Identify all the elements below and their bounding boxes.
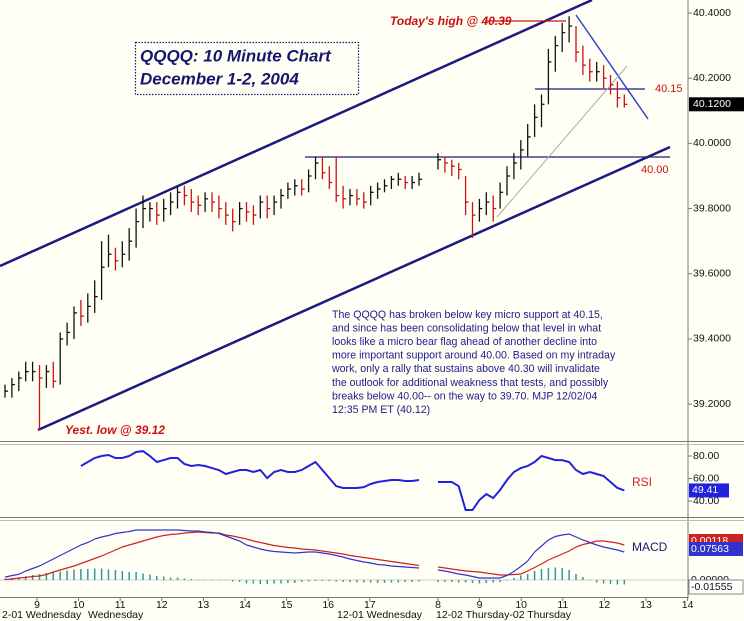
channel-lower [37, 145, 671, 432]
date-label: 12-01 Wednesday [337, 609, 423, 621]
rsi-last-box [689, 483, 729, 498]
commentary-line: looks like a micro bear flag ahead of an… [332, 336, 597, 348]
commentary-line: breaks below 40.00-- on the way to 39.70… [332, 390, 598, 402]
y-tick-label: 40.00 [693, 495, 719, 507]
macd-label-box [689, 542, 743, 556]
y-tick-label: 40.2000 [693, 72, 731, 84]
date-label: 2-01 Wednesday [2, 609, 82, 621]
x-tick-label: 15 [281, 599, 293, 611]
x-tick-label: 9 [34, 599, 40, 611]
x-tick-label: 10 [515, 599, 527, 611]
legend-label: RSI [632, 475, 652, 489]
macd-label: 0.07563 [691, 543, 729, 555]
annotation: Yest. low @ 39.12 [65, 423, 165, 437]
rsi-line [438, 454, 625, 511]
commentary-line: more important support around 40.00. Bas… [332, 350, 616, 362]
x-tick-label: 8 [435, 599, 441, 611]
title-box [134, 41, 360, 96]
x-tick-label: 13 [640, 599, 652, 611]
macd-label-box [688, 579, 744, 595]
legend-label: MACD [632, 540, 668, 554]
date-label: Wednesday [88, 609, 144, 621]
last-price-box [689, 97, 744, 112]
commentary: The QQQQ has broken below key micro supp… [331, 309, 616, 416]
x-tick-label: 17 [364, 599, 376, 611]
commentary-line: work, only a rally that sustains above 4… [331, 363, 600, 375]
rsi-last-label: 49.41 [692, 484, 718, 496]
x-tick-label: 14 [239, 599, 251, 611]
commentary-line: the outlook for additional weakness that… [332, 377, 609, 389]
y-tick-label: 40.4000 [693, 7, 731, 19]
macd-line [437, 533, 625, 579]
x-tick-label: 11 [115, 599, 126, 611]
x-tick-label: 10 [73, 599, 85, 611]
flag-trendline [496, 65, 628, 218]
macd-label: -0.01555 [691, 581, 733, 593]
x-tick-label: 9 [477, 599, 483, 611]
y-tick-label: 39.6000 [693, 268, 731, 280]
channel-upper [0, 0, 593, 268]
chart-title: QQQQ: 10 Minute Chart [140, 46, 332, 65]
flag-trendline [575, 14, 649, 120]
signal-line [437, 540, 625, 576]
rsi-line [80, 450, 420, 489]
macd-line [4, 529, 420, 578]
annotation: 40.15 [655, 83, 683, 95]
commentary-line: 12:35 PM ET (40.12) [332, 404, 430, 416]
x-tick-label: 13 [198, 599, 210, 611]
chart-subtitle: December 1-2, 2004 [140, 69, 299, 88]
x-tick-label: 14 [682, 599, 694, 611]
x-tick-label: 12 [156, 599, 168, 611]
x-tick-label: 16 [322, 599, 334, 611]
last-price-label: 40.1200 [693, 98, 731, 110]
y-tick-label: 60.00 [693, 472, 719, 484]
commentary-line: The QQQQ has broken below key micro supp… [332, 309, 603, 321]
x-tick-label: 11 [557, 599, 568, 611]
y-tick-label: 39.4000 [693, 333, 731, 345]
y-tick-label: 40.0000 [693, 137, 731, 149]
date-label: 12-02 Thursday-02 Thursday [436, 609, 572, 621]
y-tick-label: 80.00 [693, 450, 719, 462]
annotation: Today's high @ 40.39 [390, 14, 512, 28]
y-tick-label: 39.8000 [693, 202, 731, 214]
x-tick-label: 12 [599, 599, 611, 611]
y-tick-label: 39.2000 [693, 398, 731, 410]
commentary-line: and since has been consolidating below t… [332, 322, 601, 334]
annotation: 40.00 [641, 164, 669, 176]
